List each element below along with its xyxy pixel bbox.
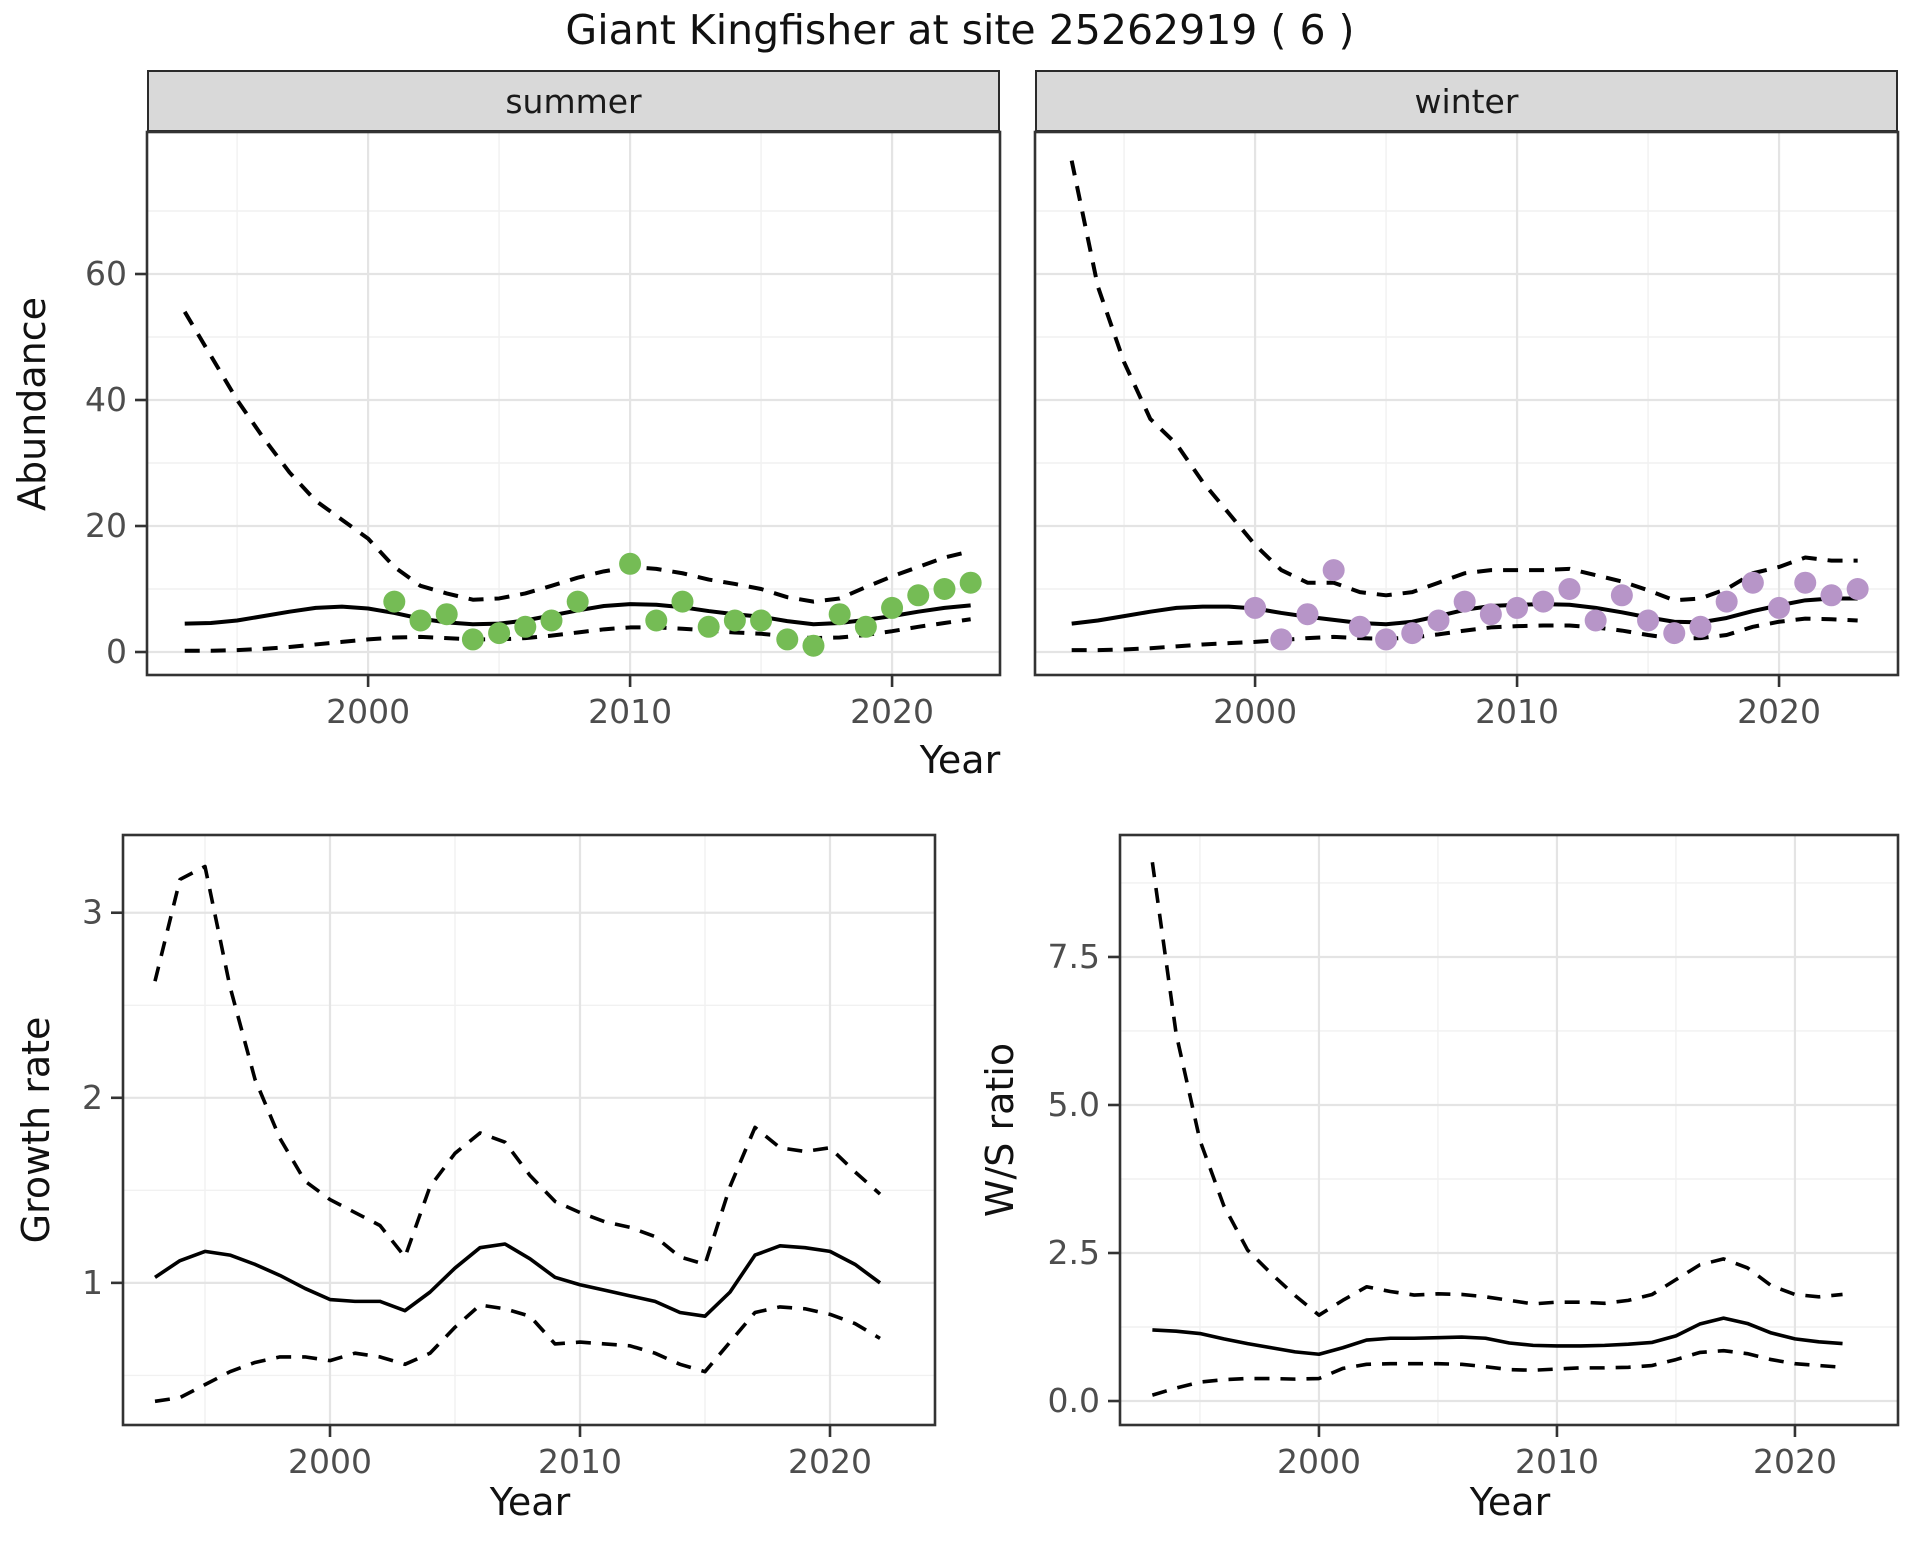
ci-upper-line	[1150, 861, 1843, 1317]
data-point	[854, 615, 877, 638]
x-axis-title-top: Year	[919, 738, 1001, 782]
x-tick-label: 2020	[1737, 692, 1821, 731]
data-point	[409, 609, 432, 632]
data-point	[802, 634, 825, 657]
x-tick-label: 2010	[1515, 1442, 1599, 1481]
ci-upper-line	[153, 864, 882, 1267]
facet-strip-winter: winter	[1035, 70, 1898, 132]
x-tick-label: 2000	[326, 692, 410, 731]
data-point	[1427, 609, 1450, 632]
y-tick-label: 60	[85, 254, 127, 293]
y-tick-label: 2.5	[1048, 1233, 1100, 1272]
facet-label-summer: summer	[505, 81, 642, 121]
x-tick-label: 2020	[788, 1442, 872, 1481]
data-point	[1768, 596, 1791, 619]
panel-border	[1033, 130, 1900, 677]
data-point	[1506, 596, 1529, 619]
data-point	[461, 628, 484, 651]
fit-line	[1152, 1316, 1843, 1357]
panel-border	[145, 130, 1002, 677]
panel-border	[1118, 833, 1900, 1427]
data-point	[540, 609, 563, 632]
fit-line	[154, 1242, 882, 1318]
ci-upper-line	[183, 310, 972, 604]
data-point	[1715, 590, 1738, 613]
data-point	[959, 571, 982, 594]
x-tick-label: 2000	[1277, 1442, 1361, 1481]
y-tick-label: 5.0	[1048, 1085, 1100, 1124]
data-point	[566, 590, 589, 613]
data-point	[488, 622, 511, 645]
data-point	[671, 590, 694, 613]
data-point	[1846, 578, 1869, 601]
y-tick-label: 7.5	[1048, 937, 1100, 976]
data-point	[645, 609, 668, 632]
data-point	[1584, 609, 1607, 632]
facet-strip-summer: summer	[147, 70, 1000, 132]
y-tick-label: 20	[85, 506, 127, 545]
ci-lower-line	[154, 1303, 881, 1404]
data-point	[776, 628, 799, 651]
ci-lower-line	[1151, 1348, 1843, 1397]
data-point	[435, 603, 458, 626]
x-tick-label: 2020	[1753, 1442, 1837, 1481]
data-point	[933, 578, 956, 601]
y-tick-label: 0	[106, 632, 127, 671]
ci-upper-line	[1069, 160, 1858, 603]
y-tick-label: 1	[82, 1263, 103, 1302]
data-point	[1532, 590, 1555, 613]
y-tick-label: 3	[82, 893, 103, 932]
x-tick-label: 2020	[850, 692, 934, 731]
data-point	[1689, 615, 1712, 638]
data-point	[1637, 609, 1660, 632]
facet-label-winter: winter	[1414, 81, 1519, 121]
data-point	[881, 596, 904, 619]
x-axis-title-ws: Year	[1469, 1480, 1551, 1524]
data-point	[1270, 628, 1293, 651]
data-point	[1453, 590, 1476, 613]
data-point	[828, 603, 851, 626]
y-tick-label: 2	[82, 1078, 103, 1117]
x-axis-title-growth: Year	[489, 1480, 571, 1524]
x-tick-label: 2010	[538, 1442, 622, 1481]
data-point	[1348, 615, 1371, 638]
y-tick-label: 40	[85, 380, 127, 419]
x-tick-label: 2000	[1213, 692, 1297, 731]
data-point	[1610, 584, 1633, 607]
data-point	[514, 615, 537, 638]
data-point	[619, 552, 642, 575]
data-point	[1375, 628, 1398, 651]
panel-border	[121, 833, 937, 1427]
x-tick-label: 2010	[588, 692, 672, 731]
x-tick-label: 2000	[288, 1442, 372, 1481]
y-axis-title-ws-ratio: W/S ratio	[978, 1042, 1022, 1218]
data-point	[1794, 571, 1817, 594]
x-tick-label: 2010	[1475, 692, 1559, 731]
panel-background	[147, 132, 1000, 675]
y-axis-title-abundance: Abundance	[10, 296, 54, 512]
panel-background	[123, 835, 935, 1425]
ci-lower-line	[1071, 616, 1858, 653]
data-point	[723, 609, 746, 632]
data-point	[1244, 596, 1267, 619]
data-point	[1479, 603, 1502, 626]
data-point	[1322, 559, 1345, 582]
y-tick-label: 0.0	[1048, 1381, 1100, 1420]
data-point	[1296, 603, 1319, 626]
chart-title: Giant Kingfisher at site 25262919 ( 6 )	[565, 6, 1355, 54]
data-point	[1558, 578, 1581, 601]
data-point	[383, 590, 406, 613]
data-point	[697, 615, 720, 638]
data-point	[1401, 622, 1424, 645]
data-point	[1663, 622, 1686, 645]
data-point	[750, 609, 773, 632]
y-axis-title-growth-rate: Growth rate	[14, 1016, 58, 1244]
data-point	[1820, 584, 1843, 607]
data-point	[1741, 571, 1764, 594]
ci-lower-line	[184, 617, 971, 653]
data-point	[907, 584, 930, 607]
